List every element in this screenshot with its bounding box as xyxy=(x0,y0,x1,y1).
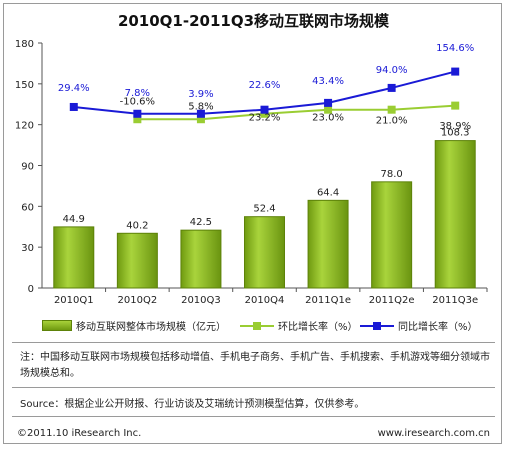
bar-value-label: 64.4 xyxy=(317,187,339,198)
legend-label-ring: 环比增长率（%） xyxy=(278,322,358,333)
divider xyxy=(12,416,495,417)
y-tick-label: 90 xyxy=(21,162,34,173)
website-link[interactable]: www.iresearch.com.cn xyxy=(377,428,490,439)
chart-title: 2010Q1-2011Q3移动互联网市场规模 xyxy=(117,12,390,30)
yoy-growth-label: 154.6% xyxy=(436,43,474,54)
x-tick-label: 2010Q3 xyxy=(181,295,221,306)
yoy-growth-label: 3.9% xyxy=(188,89,213,100)
legend-swatch-ring xyxy=(240,321,274,331)
yoy-growth-point xyxy=(196,109,205,118)
x-tick-label: 2011Q2e xyxy=(369,295,415,306)
ring-growth-label: -10.6% xyxy=(120,96,155,107)
ring-growth-label: 23.2% xyxy=(249,113,281,124)
legend-label-yoy: 同比增长率（%） xyxy=(398,322,478,333)
ring-growth-label: 5.8% xyxy=(188,102,213,113)
bar xyxy=(434,140,476,289)
x-tick-label: 2010Q1 xyxy=(54,295,94,306)
y-tick-label: 120 xyxy=(15,121,34,132)
yoy-growth-point xyxy=(451,67,460,76)
yoy-growth-label: 94.0% xyxy=(376,65,408,76)
yoy-growth-label: 29.4% xyxy=(58,83,90,94)
chart-plot: 0 30 60 90 120 150 180 2010Q1 2010Q2 2010Q3 2010Q4… xyxy=(15,39,488,306)
x-tick-label: 2010Q4 xyxy=(245,295,285,306)
legend-item-ring: 环比增长率（%） xyxy=(240,318,358,333)
y-tick-label: 0 xyxy=(28,284,34,295)
divider xyxy=(12,387,495,388)
ring-growth-label: 38.9% xyxy=(439,121,471,132)
legend-item-bar: 移动互联网整体市场规模（亿元） xyxy=(42,318,226,333)
y-tick-label: 180 xyxy=(15,39,34,50)
ring-growth-point xyxy=(133,115,142,124)
yoy-growth-point xyxy=(133,109,142,118)
legend-swatch-bar xyxy=(42,320,72,331)
ring-growth-line xyxy=(137,104,456,121)
ring-growth-point xyxy=(451,101,460,110)
legend-swatch-yoy xyxy=(360,321,394,331)
bar xyxy=(116,232,158,289)
bar-value-label: 52.4 xyxy=(253,204,275,215)
ring-growth-point xyxy=(324,105,333,114)
footnote: 注：中国移动互联网市场规模包括移动增值、手机电子商务、手机广告、手机搜索、手机游… xyxy=(20,352,490,379)
yoy-growth-label: 22.6% xyxy=(249,80,281,91)
bar xyxy=(53,226,95,289)
bar-value-label: 42.5 xyxy=(190,217,212,228)
ring-growth-label: 23.0% xyxy=(312,113,344,124)
bar-value-label: 44.9 xyxy=(63,214,85,225)
x-tick-label: 2010Q2 xyxy=(118,295,158,306)
yoy-growth-label: 7.8% xyxy=(125,88,150,99)
bar-value-label: 40.2 xyxy=(126,220,148,231)
y-tick-label: 150 xyxy=(15,80,34,91)
x-tick-label: 2011Q3e xyxy=(432,295,478,306)
bar xyxy=(371,181,413,289)
chart-legend: 移动互联网整体市场规模（亿元） 环比增长率（%） 同比增长率（%） xyxy=(0,318,507,334)
ring-growth-point xyxy=(196,115,205,124)
yoy-growth-point xyxy=(324,98,333,107)
copyright-text: ©2011.10 iResearch Inc. xyxy=(17,428,142,439)
bar-value-label: 78.0 xyxy=(381,169,403,180)
legend-label-bar: 移动互联网整体市场规模（亿元） xyxy=(76,322,226,333)
yoy-growth-point xyxy=(69,102,78,111)
y-tick-label: 60 xyxy=(21,202,34,213)
source-text: Source：根据企业公开财报、行业访谈及艾瑞统计预测模型估算，仅供参考。 xyxy=(20,399,365,410)
y-tick-label: 30 xyxy=(21,243,34,254)
bar xyxy=(307,199,349,289)
x-tick-label: 2011Q1e xyxy=(305,295,351,306)
bar xyxy=(180,229,222,289)
ring-growth-label: 21.0% xyxy=(376,115,408,126)
bar xyxy=(244,216,285,289)
divider xyxy=(12,342,495,343)
yoy-growth-label: 43.4% xyxy=(312,76,344,87)
legend-item-yoy: 同比增长率（%） xyxy=(360,318,478,333)
yoy-growth-point xyxy=(387,83,396,92)
bar-value-label: 108.3 xyxy=(441,128,470,139)
ring-growth-point xyxy=(260,109,269,118)
ring-growth-point xyxy=(387,105,396,114)
yoy-growth-point xyxy=(260,105,269,114)
